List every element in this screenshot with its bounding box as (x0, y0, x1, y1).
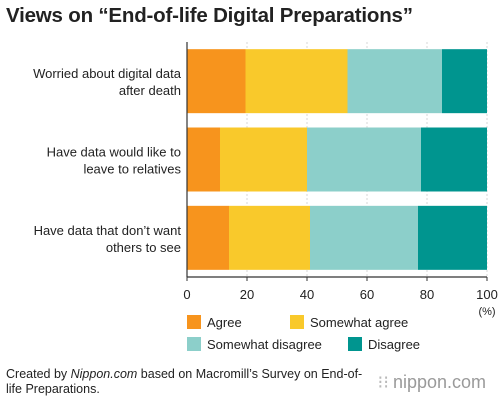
legend-swatch (290, 315, 304, 329)
category-label: Worried about digital data after death (33, 66, 182, 98)
stacked-bar-chart: Worried about digital data after death Hav… (33, 42, 498, 352)
bar-segment (187, 127, 220, 192)
brand-text: nippon.com (392, 372, 486, 392)
bar-segment (347, 49, 442, 114)
x-tick-label: 20 (240, 287, 254, 302)
legend-label: Disagree (368, 337, 420, 352)
x-tick-label: 100 (476, 287, 498, 302)
x-axis: 0 20 40 60 80 100 (%) (183, 42, 498, 318)
category-labels: Worried about digital data after death Hav… (33, 66, 182, 255)
bar-segment (187, 205, 229, 270)
bar-segment (418, 205, 487, 270)
bar-segment (229, 205, 310, 270)
category-label: Have data would like to leave to relative… (47, 145, 182, 177)
source-note: Created by Nippon.com based on Macromill… (6, 367, 363, 396)
x-tick-label: 60 (360, 287, 374, 302)
x-unit-label: (%) (478, 306, 495, 318)
bar-segment (245, 49, 348, 114)
bar-segment (442, 49, 487, 114)
legend-swatch (187, 315, 201, 329)
source-site: Nippon.com (70, 367, 138, 381)
x-tick-label: 80 (420, 287, 434, 302)
bar-segment (187, 49, 246, 114)
legend-swatch (187, 337, 201, 351)
legend-label: Agree (207, 315, 242, 330)
legend-label: Somewhat disagree (207, 337, 322, 352)
brand-mark-icon: ⁝⁝ (377, 372, 389, 392)
legend-item: Disagree (348, 337, 420, 352)
chart-title: Views on “End-of-life Digital Preparatio… (6, 4, 413, 27)
x-tick-label: 40 (300, 287, 314, 302)
bars (187, 49, 487, 270)
legend: Agree Somewhat agree Somewhat disagree Disa… (187, 315, 420, 352)
bar-segment (421, 127, 487, 192)
category-label: Have data that don’t want others to see (34, 223, 182, 255)
legend-item: Somewhat agree (290, 315, 408, 330)
legend-swatch (348, 337, 362, 351)
legend-item: Somewhat disagree (187, 337, 322, 352)
x-tick-label: 0 (183, 287, 190, 302)
bar-segment (307, 127, 421, 192)
legend-label: Somewhat agree (310, 315, 408, 330)
bar-segment (310, 205, 418, 270)
bar-segment (220, 127, 307, 192)
brand-logo: ⁝⁝ nippon.com (377, 372, 486, 393)
legend-item: Agree (187, 315, 242, 330)
